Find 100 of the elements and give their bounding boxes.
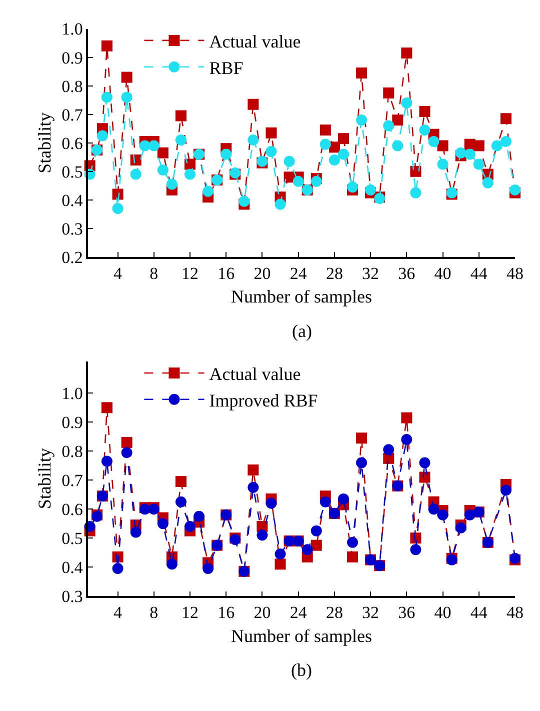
point <box>175 134 186 146</box>
x-tick-label: 32 <box>362 264 380 284</box>
point <box>310 540 322 551</box>
x-tick-label: 8 <box>150 264 158 284</box>
point <box>157 164 168 176</box>
y-tick-label: 0.6 <box>62 500 83 520</box>
x-tick-label: 20 <box>254 603 271 622</box>
point <box>220 148 232 160</box>
point <box>401 434 412 446</box>
point <box>365 184 376 196</box>
point <box>274 558 286 570</box>
point <box>419 106 430 117</box>
point <box>338 133 349 144</box>
point <box>356 432 368 444</box>
point <box>248 464 259 476</box>
legend-label: Actual value <box>209 364 301 384</box>
point <box>157 518 168 530</box>
point <box>419 472 430 483</box>
y-tick-label: 0.3 <box>62 219 83 238</box>
x-tick-label: 48 <box>506 603 524 622</box>
point <box>500 136 512 147</box>
x-axis-title: Number of samples <box>231 626 372 646</box>
y-tick-label: 0.8 <box>62 442 83 462</box>
point <box>292 176 304 187</box>
point <box>500 484 512 496</box>
point <box>473 140 484 152</box>
point <box>266 146 277 157</box>
y-tick-label: 0.4 <box>62 558 84 577</box>
point <box>473 158 484 170</box>
point <box>302 544 313 556</box>
point <box>347 182 358 193</box>
point <box>310 525 322 536</box>
x-tick-label: 40 <box>434 603 452 622</box>
point <box>392 114 404 126</box>
point <box>437 140 448 152</box>
point <box>419 457 430 468</box>
point <box>157 147 168 158</box>
point <box>248 134 259 146</box>
point <box>202 186 214 197</box>
y-tick-label: 0.8 <box>62 76 83 96</box>
x-tick-label: 28 <box>326 603 343 622</box>
point <box>184 168 196 180</box>
point <box>139 140 150 152</box>
point <box>347 536 358 548</box>
point <box>392 140 404 152</box>
point <box>175 476 186 488</box>
point <box>455 522 466 534</box>
point <box>320 124 331 136</box>
point <box>238 196 250 207</box>
y-tick-label: 0.6 <box>62 134 83 153</box>
point <box>101 456 112 467</box>
point <box>175 496 186 508</box>
point <box>256 530 268 541</box>
x-tick-label: 24 <box>290 603 308 622</box>
point <box>274 548 286 560</box>
x-axis-title: Number of samples <box>231 286 372 307</box>
point <box>482 177 494 188</box>
x-tick-label: 40 <box>434 264 452 284</box>
x-tick-label: 32 <box>362 603 380 622</box>
x-tick-label: 16 <box>218 603 235 622</box>
point <box>96 130 108 142</box>
point <box>184 520 196 532</box>
point <box>112 562 124 574</box>
point <box>266 498 277 509</box>
point <box>320 138 331 150</box>
point <box>491 140 502 152</box>
point <box>284 156 295 167</box>
point <box>401 48 412 59</box>
point <box>401 412 412 424</box>
point <box>202 562 214 574</box>
point <box>121 447 132 458</box>
y-tick-label: 0.7 <box>62 105 84 124</box>
point <box>274 198 286 210</box>
x-tick-label: 4 <box>114 264 123 284</box>
point <box>428 136 440 147</box>
point <box>310 176 322 187</box>
point <box>510 184 520 196</box>
point <box>320 496 331 508</box>
point <box>356 67 368 78</box>
x-tick-label: 36 <box>398 603 416 622</box>
legend-label: Improved RBF <box>209 390 318 410</box>
point <box>248 98 259 110</box>
point <box>347 551 358 562</box>
point <box>328 154 340 166</box>
point <box>419 124 430 136</box>
point <box>112 188 124 200</box>
point <box>464 509 476 520</box>
point <box>175 110 186 122</box>
point <box>401 97 412 108</box>
legend-label: Actual value <box>209 31 301 52</box>
y-tick-label: 0.7 <box>62 471 84 490</box>
y-tick-label: 0.9 <box>62 413 83 432</box>
point <box>101 402 112 414</box>
text: (b) <box>291 660 312 680</box>
point <box>410 544 422 556</box>
y-tick-label: 0.4 <box>62 190 84 210</box>
point <box>101 40 112 52</box>
point <box>166 178 178 190</box>
x-tick-label: 24 <box>290 264 308 284</box>
point <box>437 158 448 170</box>
